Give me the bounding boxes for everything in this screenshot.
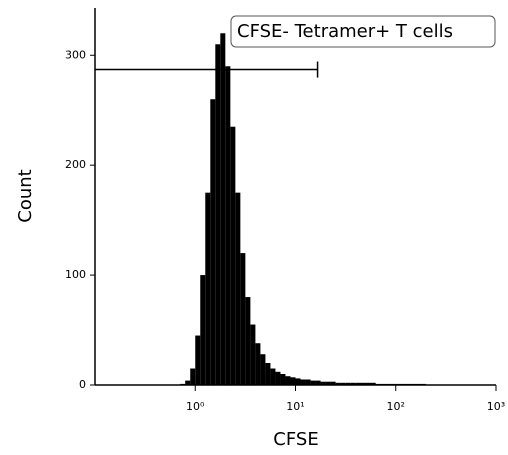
histogram-bar	[265, 363, 271, 385]
histogram-bar	[215, 44, 221, 385]
histogram-bar	[300, 379, 306, 385]
histogram-bar	[325, 381, 331, 385]
histogram-bar	[280, 374, 286, 385]
histogram-bar	[255, 343, 261, 385]
y-axis-label: Count	[15, 169, 36, 222]
histogram-bar	[310, 380, 316, 385]
histogram-bar	[205, 192, 211, 385]
x-tick-label: 10²	[387, 400, 405, 413]
x-tick-label: 10⁰	[186, 400, 205, 413]
x-tick-label: 10³	[487, 400, 505, 413]
histogram-bar	[350, 382, 356, 385]
histogram-bar	[190, 368, 196, 385]
x-tick-label: 10¹	[286, 400, 304, 413]
histogram-bar	[225, 66, 231, 385]
histogram-bar	[275, 371, 281, 385]
histogram-bar	[230, 126, 236, 385]
y-tick-label: 100	[65, 268, 86, 281]
histogram-bar	[195, 335, 201, 385]
histogram-bar	[185, 380, 191, 385]
histogram-bar	[270, 368, 276, 385]
y-tick-label: 300	[65, 48, 86, 61]
histogram-bar	[240, 253, 246, 385]
histogram-bar	[345, 382, 351, 385]
histogram-bar	[210, 99, 216, 385]
histogram-bar	[290, 377, 296, 385]
histogram-bar	[295, 378, 301, 385]
histogram-bar	[220, 33, 226, 386]
histogram-bar	[200, 275, 206, 385]
histogram-bar	[305, 379, 311, 385]
y-tick-label: 0	[79, 378, 86, 391]
y-tick-label: 200	[65, 158, 86, 171]
histogram-bar	[355, 382, 376, 385]
histogram-bar	[315, 380, 321, 385]
histogram-bar	[335, 382, 341, 385]
gate-label-box	[230, 15, 496, 48]
x-axis-label: CFSE	[273, 429, 318, 450]
histogram-bar	[285, 376, 291, 385]
histogram-bar	[330, 381, 336, 385]
gate-label: CFSE- Tetramer+ T cells	[237, 21, 453, 42]
histogram-bar	[260, 354, 266, 385]
histogram-bar	[320, 381, 326, 385]
histogram-bar	[340, 382, 346, 385]
histogram-bar	[250, 324, 256, 385]
histogram-bar	[245, 297, 251, 385]
histogram-bar	[235, 192, 241, 385]
